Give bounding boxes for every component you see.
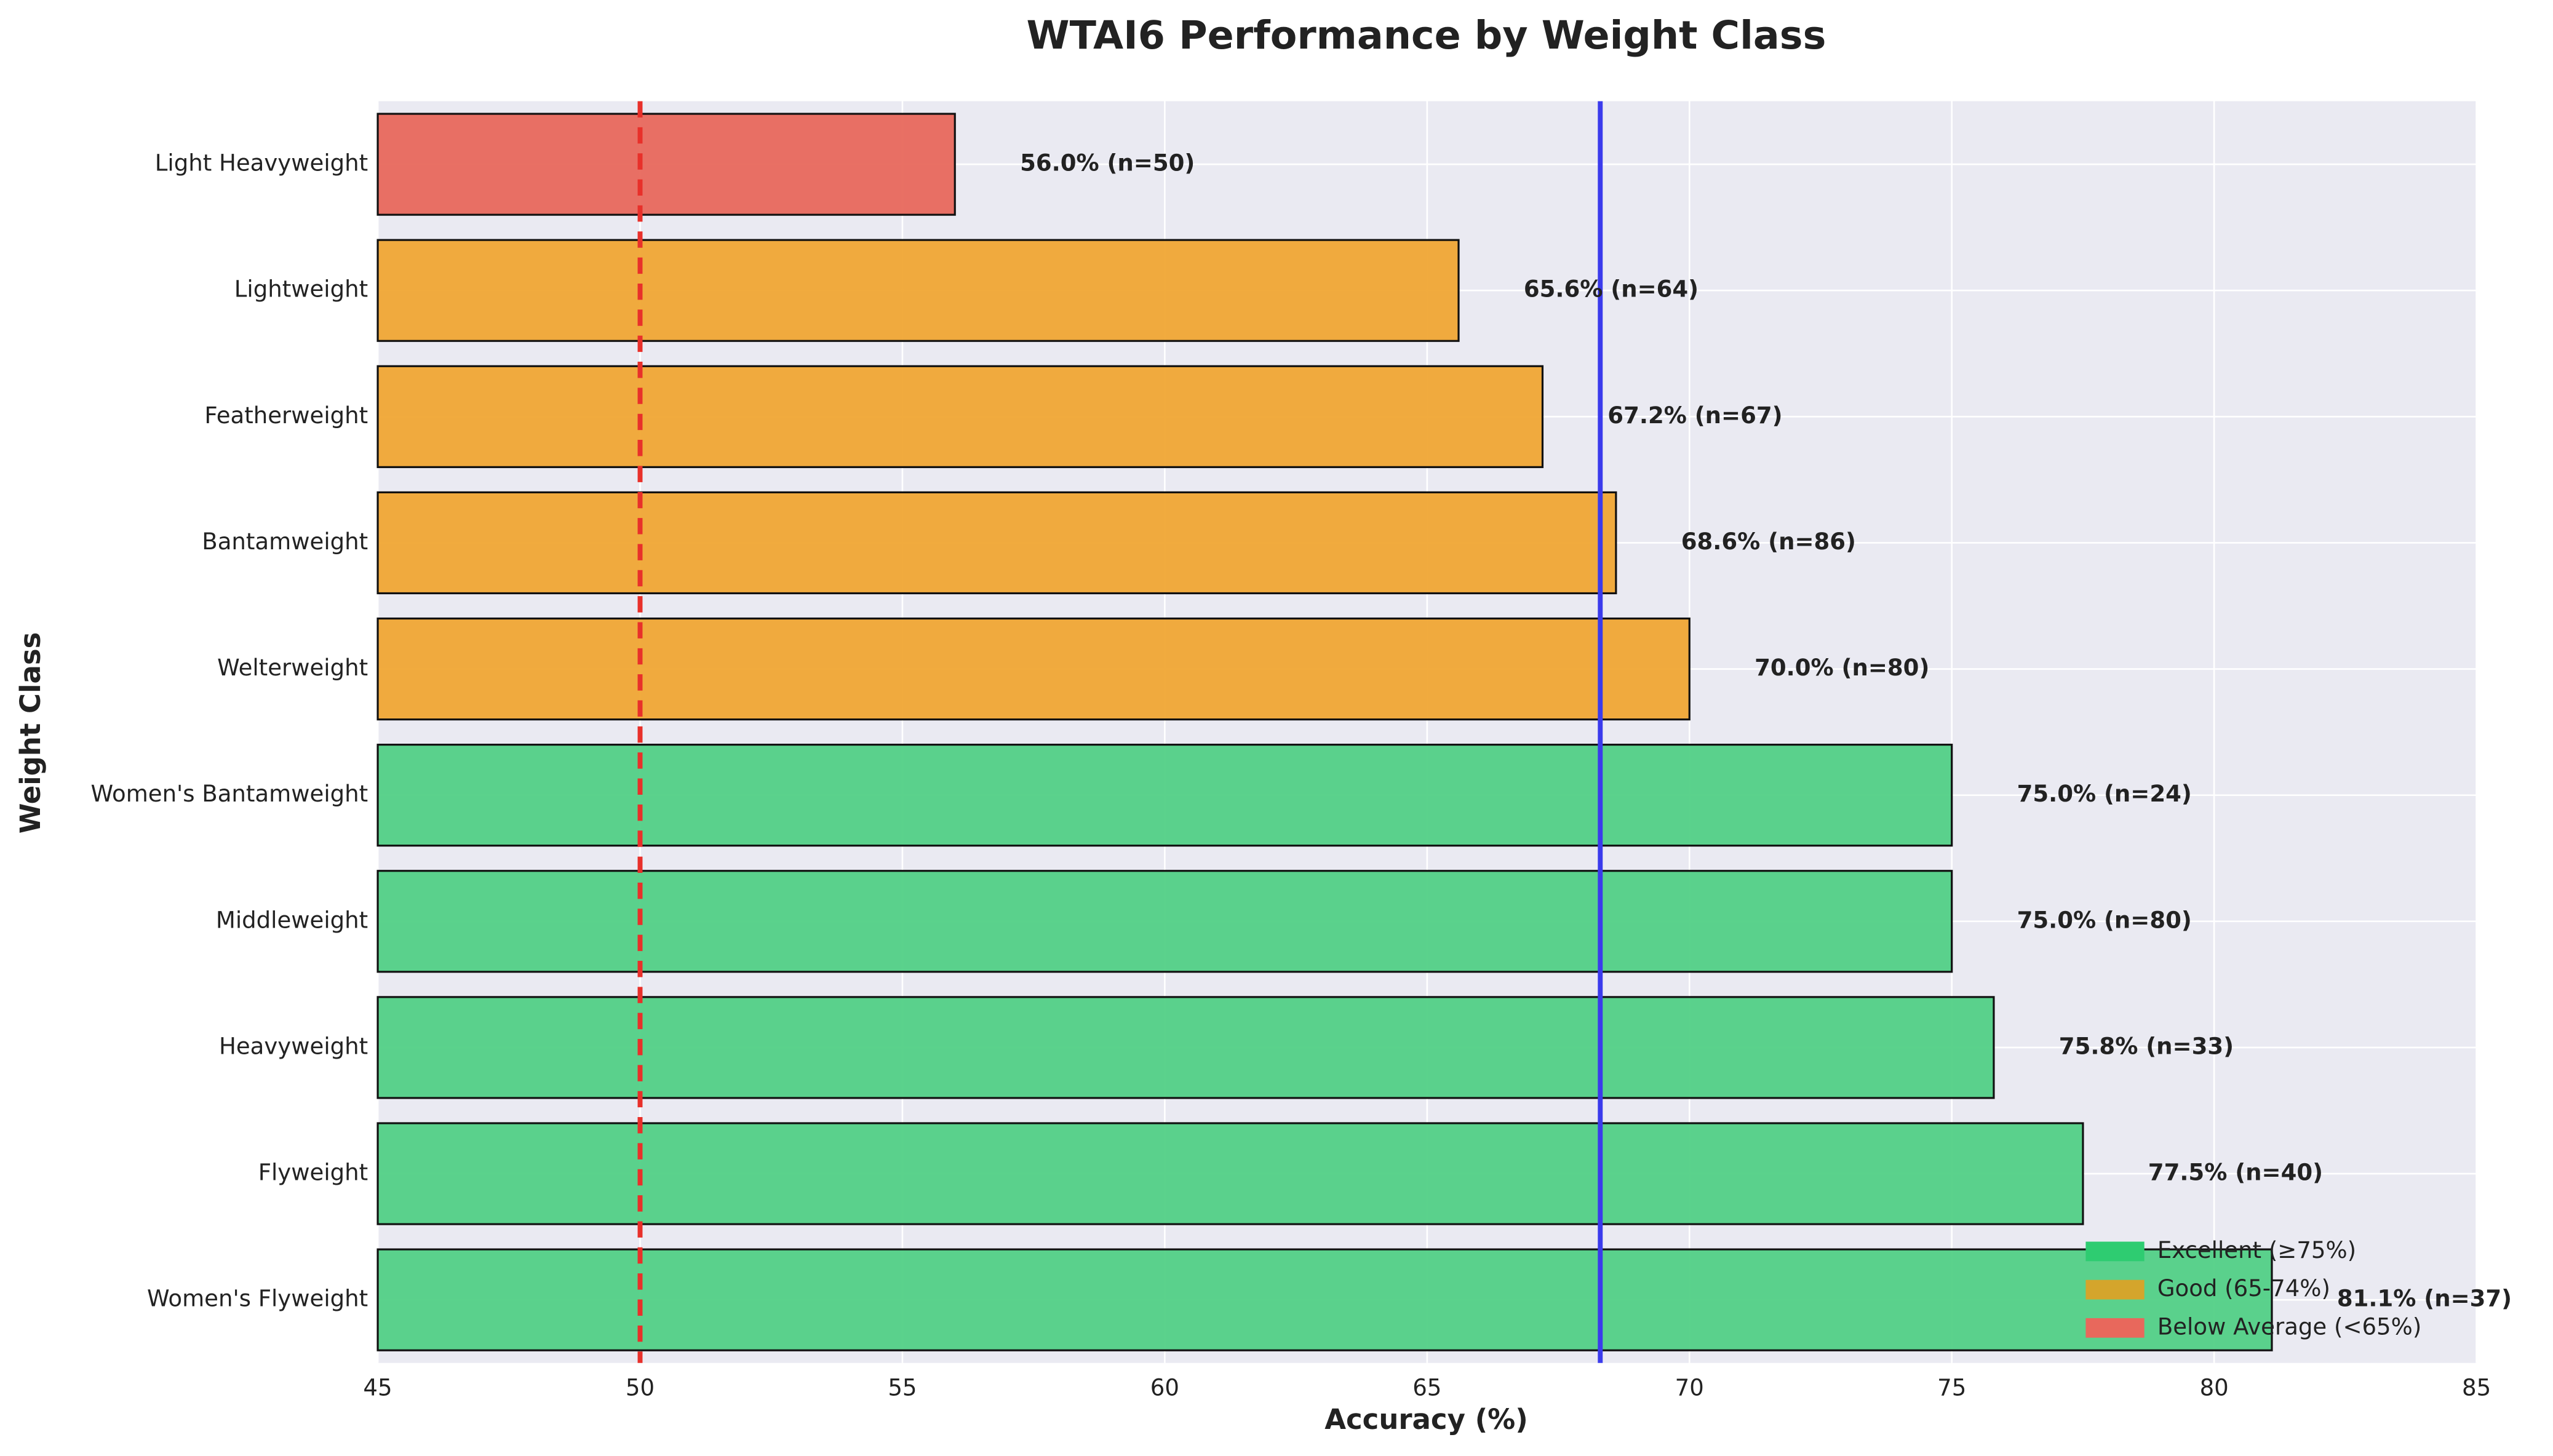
value-label: 77.5% (n=40) (2148, 1160, 2323, 1186)
value-label: 81.1% (n=37) (2337, 1286, 2512, 1312)
legend-label: Excellent (≥75%) (2157, 1237, 2356, 1263)
y-tick-label: Bantamweight (202, 528, 368, 555)
bar (376, 1248, 2273, 1351)
y-tick-label: Heavyweight (219, 1033, 368, 1059)
y-axis-label: Weight Class (14, 632, 47, 834)
bar (376, 1122, 2084, 1225)
y-tick-label: Middleweight (216, 907, 368, 933)
legend-swatch (2085, 1241, 2145, 1262)
x-axis-label: Accuracy (%) (1324, 1403, 1528, 1436)
y-tick-label: Flyweight (258, 1160, 368, 1186)
value-label: 68.6% (n=86) (1681, 528, 1856, 555)
bar (376, 744, 1953, 847)
bar (376, 617, 1691, 721)
y-tick-label: Light Heavyweight (155, 150, 368, 177)
bar (376, 113, 956, 216)
value-label: 70.0% (n=80) (1754, 654, 1929, 681)
bar (376, 491, 1617, 595)
bar (376, 239, 1460, 342)
bar (376, 870, 1953, 973)
x-tick-label: 65 (1412, 1375, 1441, 1401)
legend-swatch (2085, 1279, 2145, 1300)
value-label: 65.6% (n=64) (1524, 276, 1699, 303)
legend-label: Good (65-74%) (2157, 1275, 2330, 1302)
y-tick-label: Lightweight (234, 276, 368, 303)
x-tick-label: 45 (363, 1375, 392, 1401)
chart-title: WTAI6 Performance by Weight Class (1027, 12, 1826, 58)
value-label: 75.8% (n=33) (2059, 1033, 2234, 1059)
x-tick-label: 75 (1937, 1375, 1966, 1401)
x-tick-label: 50 (626, 1375, 655, 1401)
x-tick-label: 70 (1675, 1375, 1704, 1401)
legend-swatch (2085, 1318, 2145, 1338)
y-tick-label: Women's Bantamweight (91, 781, 368, 807)
x-tick-label: 60 (1150, 1375, 1179, 1401)
legend-label: Below Average (<65%) (2157, 1313, 2421, 1340)
y-tick-label: Women's Flyweight (147, 1286, 368, 1312)
x-tick-label: 85 (2462, 1375, 2491, 1401)
bar (376, 996, 1995, 1099)
value-label: 56.0% (n=50) (1020, 150, 1195, 177)
y-tick-label: Welterweight (217, 654, 368, 681)
x-tick-label: 80 (2200, 1375, 2229, 1401)
value-label: 67.2% (n=67) (1607, 402, 1782, 429)
value-label: 75.0% (n=24) (2017, 781, 2192, 807)
x-tick-label: 55 (888, 1375, 917, 1401)
bar (376, 365, 1544, 468)
y-tick-label: Featherweight (204, 402, 368, 429)
value-label: 75.0% (n=80) (2017, 907, 2192, 933)
